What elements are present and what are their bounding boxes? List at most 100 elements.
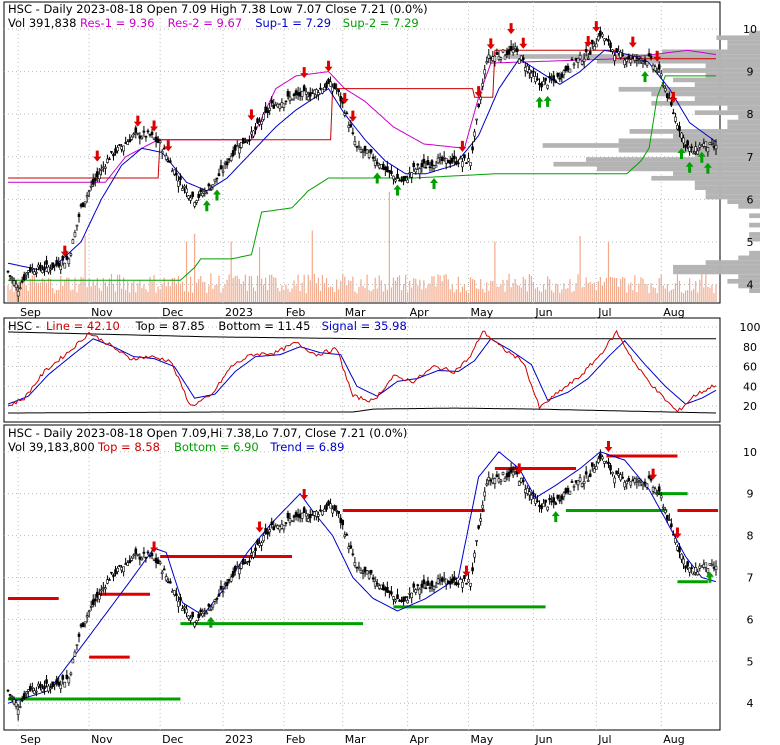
candle-body [485,483,489,486]
volume-bar [43,280,46,302]
candle-body [377,164,381,169]
volume-bar [362,285,364,302]
candle-body [173,590,176,595]
volume-bar [705,274,707,302]
volume-bar [429,283,431,302]
volume-bar [50,278,52,302]
volume-bar [654,287,656,302]
candle-body [335,88,338,90]
candle-body [81,202,85,208]
candle-body [260,121,263,125]
candle-body [211,184,215,188]
candle-body [83,201,87,205]
candle-body [424,166,428,169]
candle-body [552,75,556,81]
candle-body [546,84,549,89]
candle-body [327,78,330,84]
candle-body [546,506,549,511]
y-tick-label: 100 [740,321,761,334]
candle-body [229,155,233,161]
candle-body [505,473,509,478]
candle-body [333,83,336,89]
volume-bar [390,287,393,302]
volume-bar [482,288,484,302]
volume-bar [701,273,703,302]
candle-body [189,197,192,201]
candle-body [91,179,95,185]
candle-body [329,503,332,509]
candle-body [576,480,580,486]
x-month-label: Feb [286,733,305,745]
volume-bar [441,281,443,302]
candle-body [582,58,586,62]
volume-bar [13,291,15,302]
volume-bar [585,277,587,302]
sell-signal-arrow [507,23,516,35]
volume-profile-bin [705,194,760,200]
buy-signal-arrow [535,96,544,108]
candle-body [398,179,401,182]
volume-bar [321,275,324,302]
candle-body [270,521,274,525]
volume-bar [484,292,486,302]
volume-bar [697,292,699,302]
x-month-label: Apr [410,733,430,745]
candle-body [193,202,196,207]
candle-body [140,136,144,140]
candle-body [371,577,375,580]
candle-body [191,611,194,618]
candle-body [450,157,454,163]
candle-body [365,149,369,154]
candle-body [203,190,207,192]
volume-bar [92,280,94,302]
volume-bar [344,276,346,302]
candle-body [252,551,255,558]
volume-bar [437,274,439,302]
volume-bar [68,277,70,302]
candle-body [436,157,440,164]
volume-profile-bin [749,222,760,228]
volume-bar [388,192,390,302]
candle-body [116,147,119,152]
volume-bar [260,278,263,302]
volume-bar [467,292,470,302]
volume-bar [145,289,147,302]
candle-body [607,39,610,42]
volume-bar [435,286,437,302]
candle-body [168,581,172,584]
candle-body [120,567,123,571]
candle-body [187,615,190,619]
candle-body [400,599,403,602]
candle-body [290,520,294,523]
candle-body [404,175,407,178]
volume-bar [112,283,115,302]
resistance-envelope-line [8,49,717,183]
candle-body [120,146,123,150]
volume-bar [538,290,541,302]
candle-body [53,683,56,685]
candle-body [288,518,292,523]
volume-bar [591,283,593,302]
volume-bar [208,285,210,302]
volume-bar [269,274,271,302]
volume-bar [402,284,405,302]
candle-body [355,145,359,148]
volume-bar [490,281,492,302]
candle-body [331,86,334,92]
candle-body [177,601,180,607]
candle-body [33,690,36,694]
candle-body [475,118,478,121]
candle-body [404,596,407,598]
candle-body [434,585,438,589]
volume-bar [54,293,56,302]
volume-bar [372,289,374,302]
candle-body [323,508,326,512]
volume-bar [445,274,447,302]
candle-body [102,587,105,589]
candle-body [554,502,558,505]
candle-body [635,481,639,483]
candle-body [609,42,612,48]
volume-bar [500,284,502,302]
candle-body [104,587,107,590]
